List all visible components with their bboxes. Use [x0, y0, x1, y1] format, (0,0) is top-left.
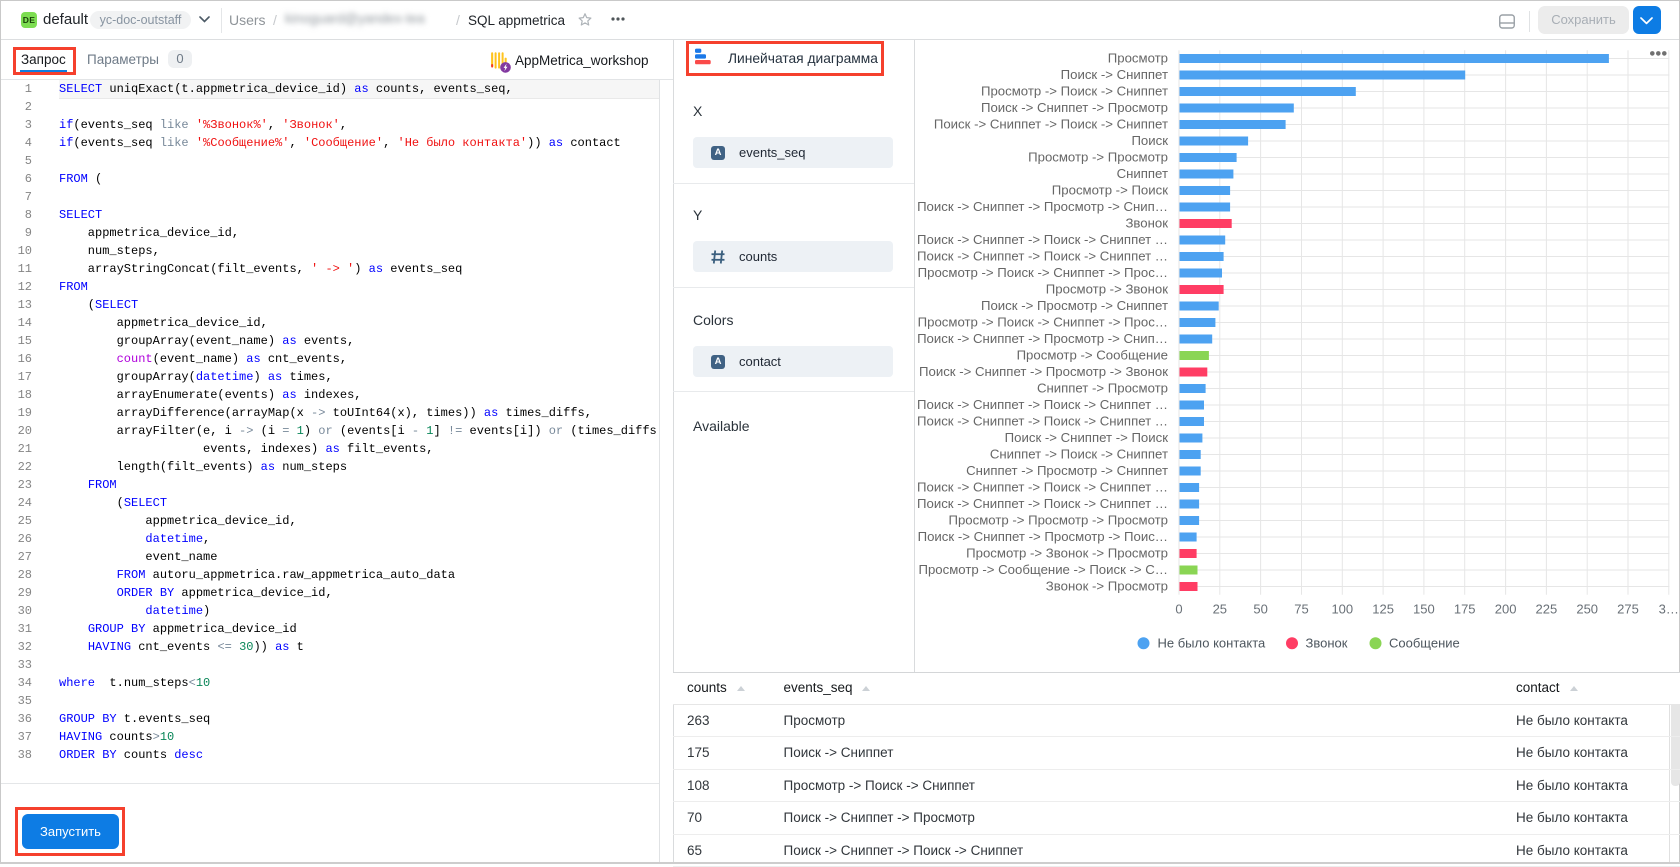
svg-text:Поиск -> Сниппет -> Поиск -> С: Поиск -> Сниппет -> Поиск -> Сниппет … [917, 249, 1168, 264]
svg-text:Поиск -> Сниппет -> Просмотр: Поиск -> Сниппет -> Просмотр [981, 100, 1168, 115]
svg-text:Поиск -> Сниппет -> Просмотр -: Поиск -> Сниппет -> Просмотр -> Снип… [917, 199, 1168, 214]
svg-text:Не было контакта: Не было контакта [1158, 636, 1267, 651]
svg-text:Просмотр -> Поиск -> Сниппет -: Просмотр -> Поиск -> Сниппет -> Прос… [918, 315, 1168, 330]
svg-text:Просмотр -> Просмотр: Просмотр -> Просмотр [1028, 150, 1168, 165]
svg-text:Поиск -> Просмотр -> Сниппет: Поиск -> Просмотр -> Сниппет [981, 298, 1168, 313]
svg-text:125: 125 [1372, 602, 1394, 617]
svg-text:Просмотр -> Сообщение -> Поиск: Просмотр -> Сообщение -> Поиск -> С… [918, 562, 1168, 577]
svg-text:Поиск -> Сниппет -> Поиск -> С: Поиск -> Сниппет -> Поиск -> Сниппет … [917, 397, 1168, 412]
svg-text:200: 200 [1495, 602, 1517, 617]
svg-text:175: 175 [1454, 602, 1476, 617]
svg-text:Поиск -> Сниппет: Поиск -> Сниппет [1061, 67, 1168, 82]
svg-text:250: 250 [1576, 602, 1598, 617]
svg-text:Поиск -> Сниппет -> Просмотр -: Поиск -> Сниппет -> Просмотр -> Снип… [917, 331, 1168, 346]
svg-text:275: 275 [1617, 602, 1639, 617]
svg-text:Поиск -> Сниппет -> Поиск -> С: Поиск -> Сниппет -> Поиск -> Сниппет … [917, 496, 1168, 511]
svg-text:0: 0 [1175, 602, 1182, 617]
svg-text:Поиск -> Сниппет -> Поиск -> С: Поиск -> Сниппет -> Поиск -> Сниппет [934, 117, 1168, 132]
svg-text:Поиск -> Сниппет -> Поиск -> С: Поиск -> Сниппет -> Поиск -> Сниппет … [917, 480, 1168, 495]
svg-text:100: 100 [1331, 602, 1353, 617]
svg-text:Просмотр: Просмотр [1108, 51, 1168, 66]
svg-text:Просмотр -> Поиск: Просмотр -> Поиск [1052, 183, 1168, 198]
svg-text:Просмотр -> Звонок -> Просмотр: Просмотр -> Звонок -> Просмотр [966, 546, 1168, 561]
svg-text:3…: 3… [1659, 602, 1679, 617]
svg-text:Звонок: Звонок [1306, 636, 1348, 651]
svg-text:Просмотр -> Сообщение: Просмотр -> Сообщение [1017, 348, 1168, 363]
svg-text:Сообщение: Сообщение [1389, 636, 1460, 651]
svg-text:Звонок: Звонок [1125, 216, 1168, 231]
svg-text:Просмотр -> Поиск -> Сниппет -: Просмотр -> Поиск -> Сниппет -> Прос… [918, 265, 1168, 280]
svg-text:Просмотр -> Звонок: Просмотр -> Звонок [1046, 282, 1168, 297]
svg-text:50: 50 [1253, 602, 1267, 617]
svg-text:75: 75 [1294, 602, 1308, 617]
svg-text:150: 150 [1413, 602, 1435, 617]
svg-text:Поиск -> Сниппет -> Просмотр -: Поиск -> Сниппет -> Просмотр -> Поис… [918, 529, 1168, 544]
svg-text:Поиск -> Сниппет -> Поиск -> С: Поиск -> Сниппет -> Поиск -> Сниппет … [917, 232, 1168, 247]
svg-text:Поиск -> Сниппет -> Поиск: Поиск -> Сниппет -> Поиск [1005, 430, 1169, 445]
svg-text:Просмотр -> Просмотр -> Просмо: Просмотр -> Просмотр -> Просмотр [948, 513, 1168, 528]
svg-text:Поиск -> Сниппет -> Поиск -> С: Поиск -> Сниппет -> Поиск -> Сниппет … [917, 414, 1168, 429]
svg-text:Сниппет: Сниппет [1117, 166, 1168, 181]
svg-text:25: 25 [1213, 602, 1227, 617]
svg-text:Звонок -> Просмотр: Звонок -> Просмотр [1046, 579, 1168, 594]
svg-text:Сниппет -> Просмотр: Сниппет -> Просмотр [1037, 381, 1168, 396]
svg-text:Просмотр -> Поиск -> Сниппет: Просмотр -> Поиск -> Сниппет [981, 84, 1168, 99]
svg-text:225: 225 [1536, 602, 1558, 617]
svg-text:Сниппет -> Поиск -> Сниппет: Сниппет -> Поиск -> Сниппет [990, 447, 1168, 462]
svg-text:Поиск -> Сниппет -> Просмотр -: Поиск -> Сниппет -> Просмотр -> Звонок [919, 364, 1168, 379]
svg-text:Поиск: Поиск [1131, 133, 1168, 148]
svg-text:Сниппет -> Просмотр -> Сниппет: Сниппет -> Просмотр -> Сниппет [966, 463, 1168, 478]
